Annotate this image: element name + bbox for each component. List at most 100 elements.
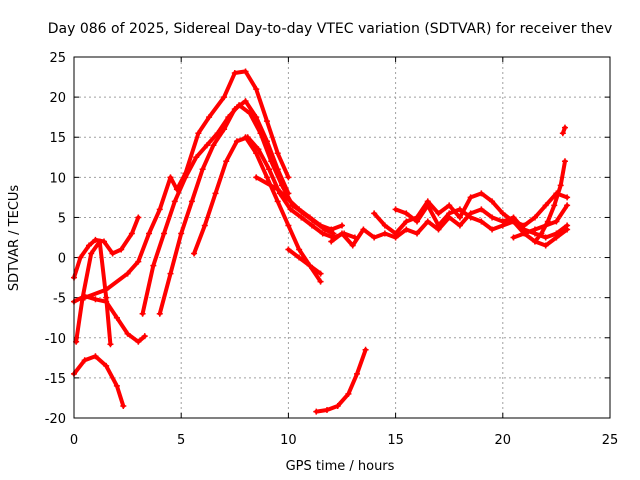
data-point <box>135 214 142 221</box>
data-point <box>88 250 95 257</box>
data-point <box>521 230 528 237</box>
data-point <box>531 238 538 245</box>
data-point <box>128 230 135 237</box>
data-point <box>263 138 270 145</box>
data-point <box>231 70 238 77</box>
data-point <box>253 114 260 121</box>
data-point <box>274 166 281 173</box>
data-point <box>296 254 303 261</box>
series-arc-10 <box>253 174 345 233</box>
data-point <box>339 222 345 229</box>
series-arc-9 <box>242 134 324 285</box>
data-point <box>81 357 88 364</box>
data-point <box>349 242 356 249</box>
data-point <box>551 202 558 209</box>
data-point <box>285 174 292 181</box>
y-tick-label: 25 <box>49 51 66 66</box>
data-point <box>414 218 421 225</box>
data-point <box>81 294 88 301</box>
y-tick-label: 10 <box>49 171 66 186</box>
plot-frame <box>73 56 611 419</box>
data-point <box>212 190 219 197</box>
series-trace <box>140 103 336 316</box>
series-trace <box>243 135 323 284</box>
data-point <box>499 210 506 217</box>
data-point <box>150 262 157 269</box>
series-arc-12 <box>313 346 369 415</box>
data-point <box>263 118 270 125</box>
data-point <box>135 338 142 345</box>
data-point <box>328 226 335 233</box>
data-point <box>201 222 208 229</box>
series-trace <box>82 69 291 300</box>
data-point <box>553 218 560 225</box>
data-point <box>274 198 281 205</box>
data-point <box>242 134 249 141</box>
data-point <box>109 250 116 257</box>
x-tick-label: 10 <box>280 433 297 448</box>
y-tick-label: -5 <box>53 292 66 307</box>
data-point <box>317 222 324 229</box>
data-point <box>178 230 185 237</box>
series-arc-1 <box>71 353 127 409</box>
data-point <box>296 206 303 213</box>
data-point <box>113 314 120 321</box>
data-point <box>334 402 341 409</box>
data-point <box>120 402 127 409</box>
data-point <box>542 242 549 249</box>
data-point <box>542 222 549 229</box>
data-point <box>354 370 361 377</box>
data-point <box>107 341 114 348</box>
data-point <box>446 202 453 209</box>
y-tick-label: -20 <box>45 412 66 427</box>
data-point <box>77 254 84 261</box>
data-point <box>285 190 292 197</box>
data-point <box>339 230 345 237</box>
data-point <box>285 246 292 253</box>
x-tick-label: 20 <box>495 433 512 448</box>
series-trace <box>286 247 323 276</box>
series-arc-7 <box>156 98 292 317</box>
data-point <box>242 98 249 105</box>
data-point <box>467 194 474 201</box>
data-point <box>161 230 168 237</box>
data-point <box>478 218 485 225</box>
data-point <box>86 242 93 249</box>
data-point <box>156 310 163 317</box>
data-point <box>564 226 571 233</box>
series-arc-11 <box>285 246 324 277</box>
data-point <box>221 126 228 133</box>
data-point <box>167 174 174 181</box>
data-point <box>223 158 230 165</box>
data-point <box>478 190 485 197</box>
data-point <box>285 222 292 229</box>
data-point <box>564 202 571 209</box>
data-point <box>317 270 324 277</box>
data-point <box>489 214 496 221</box>
data-point <box>313 408 320 415</box>
data-point <box>206 114 213 121</box>
data-point <box>531 226 538 233</box>
data-point <box>392 206 399 213</box>
data-point <box>403 210 410 217</box>
data-point <box>319 230 326 237</box>
data-point <box>317 278 324 285</box>
data-series <box>71 68 571 415</box>
data-point <box>203 142 210 149</box>
data-point <box>274 150 281 157</box>
series-trace <box>72 215 141 280</box>
data-point <box>199 166 206 173</box>
data-point <box>242 68 249 75</box>
data-point <box>92 296 99 303</box>
data-point <box>467 214 474 221</box>
data-point <box>233 138 240 145</box>
data-point <box>210 142 217 149</box>
series-arc-17 <box>559 124 568 137</box>
data-point <box>124 330 131 337</box>
series-arc-16 <box>531 158 568 245</box>
data-point <box>557 182 564 189</box>
data-point <box>103 286 110 293</box>
data-point <box>113 382 120 389</box>
data-point <box>156 206 163 213</box>
data-point <box>371 210 378 217</box>
